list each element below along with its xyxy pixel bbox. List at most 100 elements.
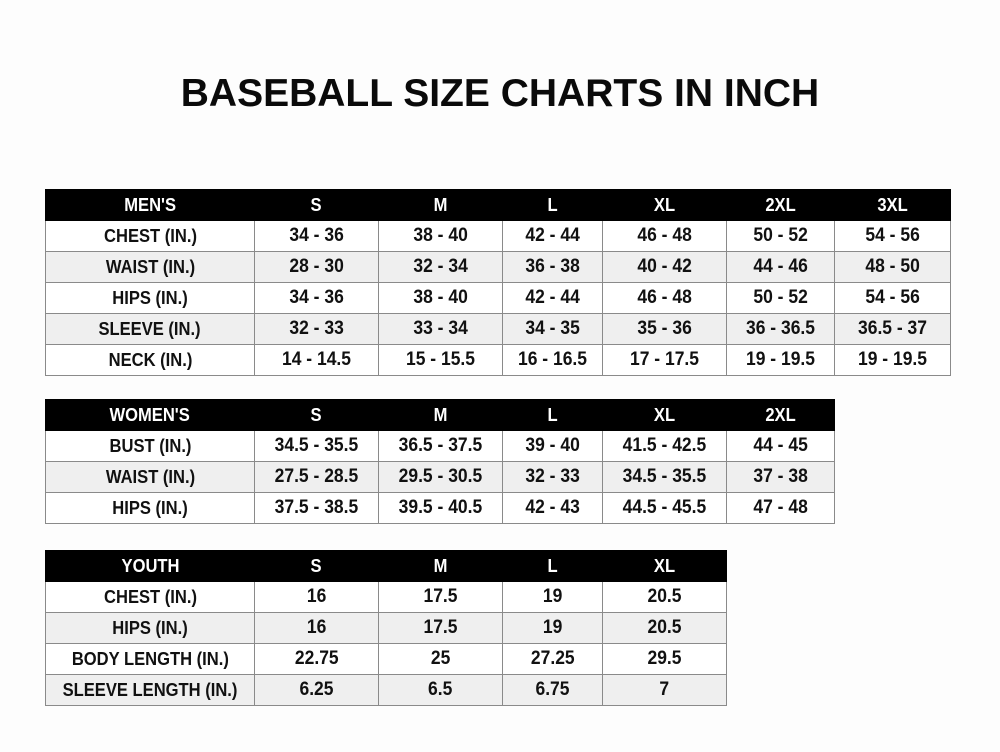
size-value-cell: 16 (254, 581, 379, 613)
measurement-label: BODY LENGTH (IN.) (45, 643, 255, 675)
cell-text: 38 - 40 (413, 225, 468, 246)
size-value-cell: 48 - 50 (834, 251, 951, 283)
size-value-cell: 42 - 44 (502, 282, 603, 314)
size-value-cell: 22.75 (254, 643, 379, 675)
cell-text: 39.5 - 40.5 (398, 497, 483, 518)
cell-text: 46 - 48 (637, 287, 692, 308)
cell-text: 17.5 (423, 617, 458, 638)
size-column-header: S (254, 189, 379, 221)
cell-text: 25 (430, 648, 451, 669)
cell-text: 44.5 - 45.5 (622, 497, 707, 518)
table-row: CHEST (IN.) 34 - 36 38 - 40 42 - 44 46 - 48 5… (45, 220, 951, 252)
size-value-cell: 41.5 - 42.5 (602, 430, 727, 462)
size-column-header: M (378, 550, 503, 582)
cell-text: 38 - 40 (413, 287, 468, 308)
cell-text: CHEST (IN.) (103, 586, 197, 607)
cell-text: 39 - 40 (525, 435, 580, 456)
size-value-cell: 19 - 19.5 (834, 344, 951, 376)
cell-text: 6.5 (428, 679, 453, 700)
size-column-header: XL (602, 399, 727, 431)
measurement-label: WAIST (IN.) (45, 251, 255, 283)
size-value-cell: 46 - 48 (602, 282, 727, 314)
table-header-label: YOUTH (45, 550, 255, 582)
cell-text: CHEST (IN.) (103, 225, 197, 246)
size-value-cell: 33 - 34 (378, 313, 503, 345)
size-value-cell: 15 - 15.5 (378, 344, 503, 376)
cell-text: M (433, 555, 448, 576)
size-value-cell: 54 - 56 (834, 282, 951, 314)
table-row: SLEEVE (IN.) 32 - 33 33 - 34 34 - 35 35 - 36… (45, 313, 951, 345)
size-value-cell: 36.5 - 37.5 (378, 430, 503, 462)
size-value-cell: 6.5 (378, 674, 503, 706)
size-value-cell: 34 - 35 (502, 313, 603, 345)
cell-text: 29.5 - 30.5 (398, 466, 483, 487)
measurement-label: SLEEVE LENGTH (IN.) (45, 674, 255, 706)
cell-text: MEN'S (124, 194, 176, 215)
cell-text: 2XL (765, 404, 796, 425)
cell-text: 16 (306, 586, 327, 607)
size-value-cell: 32 - 33 (254, 313, 379, 345)
cell-text: 32 - 33 (525, 466, 580, 487)
cell-text: 15 - 15.5 (406, 349, 475, 370)
cell-text: 34 - 36 (289, 225, 344, 246)
cell-text: 20.5 (647, 617, 682, 638)
cell-text: 48 - 50 (865, 256, 920, 277)
cell-text: BUST (IN.) (109, 435, 191, 456)
size-value-cell: 34.5 - 35.5 (602, 461, 727, 493)
size-value-cell: 19 (502, 581, 603, 613)
size-value-cell: 35 - 36 (602, 313, 727, 345)
measurement-label: WAIST (IN.) (45, 461, 255, 493)
cell-text: L (547, 404, 558, 425)
size-value-cell: 37.5 - 38.5 (254, 492, 379, 524)
size-value-cell: 34.5 - 35.5 (254, 430, 379, 462)
cell-text: 7 (659, 679, 670, 700)
cell-text: WAIST (IN.) (105, 466, 195, 487)
cell-text: 34 - 35 (525, 318, 580, 339)
cell-text: 35 - 36 (637, 318, 692, 339)
size-value-cell: 32 - 34 (378, 251, 503, 283)
size-column-header: 2XL (726, 189, 835, 221)
cell-text: 47 - 48 (753, 497, 808, 518)
cell-text: 6.25 (299, 679, 334, 700)
size-value-cell: 50 - 52 (726, 220, 835, 252)
cell-text: WOMEN'S (109, 404, 191, 425)
size-column-header: 2XL (726, 399, 835, 431)
cell-text: HIPS (IN.) (112, 617, 188, 638)
cell-text: 34.5 - 35.5 (622, 466, 707, 487)
cell-text: 19 (542, 586, 563, 607)
cell-text: 36.5 - 37 (858, 318, 927, 339)
cell-text: SLEEVE (IN.) (98, 318, 202, 339)
size-column-header: L (502, 189, 603, 221)
size-value-cell: 34 - 36 (254, 220, 379, 252)
size-value-cell: 16 - 16.5 (502, 344, 603, 376)
cell-text: XL (653, 555, 676, 576)
size-value-cell: 16 (254, 612, 379, 644)
size-value-cell: 40 - 42 (602, 251, 727, 283)
cell-text: NECK (IN.) (108, 349, 192, 370)
size-value-cell: 19 (502, 612, 603, 644)
cell-text: HIPS (IN.) (112, 287, 188, 308)
youth-size-table: YOUTH S M L XL CHEST (IN.) 16 17.5 19 20.5 HIPS (I… (45, 550, 727, 706)
size-value-cell: 39 - 40 (502, 430, 603, 462)
measurement-label: HIPS (IN.) (45, 492, 255, 524)
size-column-header: M (378, 189, 503, 221)
size-value-cell: 37 - 38 (726, 461, 835, 493)
cell-text: 54 - 56 (865, 287, 920, 308)
cell-text: 28 - 30 (289, 256, 344, 277)
cell-text: 6.75 (535, 679, 570, 700)
cell-text: XL (653, 404, 676, 425)
cell-text: 37.5 - 38.5 (274, 497, 359, 518)
cell-text: 3XL (877, 194, 908, 215)
header-row: WOMEN'S S M L XL 2XL (45, 399, 835, 431)
mens-size-table: MEN'S S M L XL 2XL 3XL CHEST (IN.) 34 - 36 38 - 4… (45, 189, 951, 376)
cell-text: M (433, 404, 448, 425)
cell-text: S (310, 194, 323, 215)
cell-text: SLEEVE LENGTH (IN.) (62, 679, 238, 700)
cell-text: S (310, 404, 323, 425)
measurement-label: SLEEVE (IN.) (45, 313, 255, 345)
cell-text: 42 - 44 (525, 287, 580, 308)
size-value-cell: 17.5 (378, 581, 503, 613)
size-value-cell: 54 - 56 (834, 220, 951, 252)
cell-text: 46 - 48 (637, 225, 692, 246)
size-value-cell: 46 - 48 (602, 220, 727, 252)
